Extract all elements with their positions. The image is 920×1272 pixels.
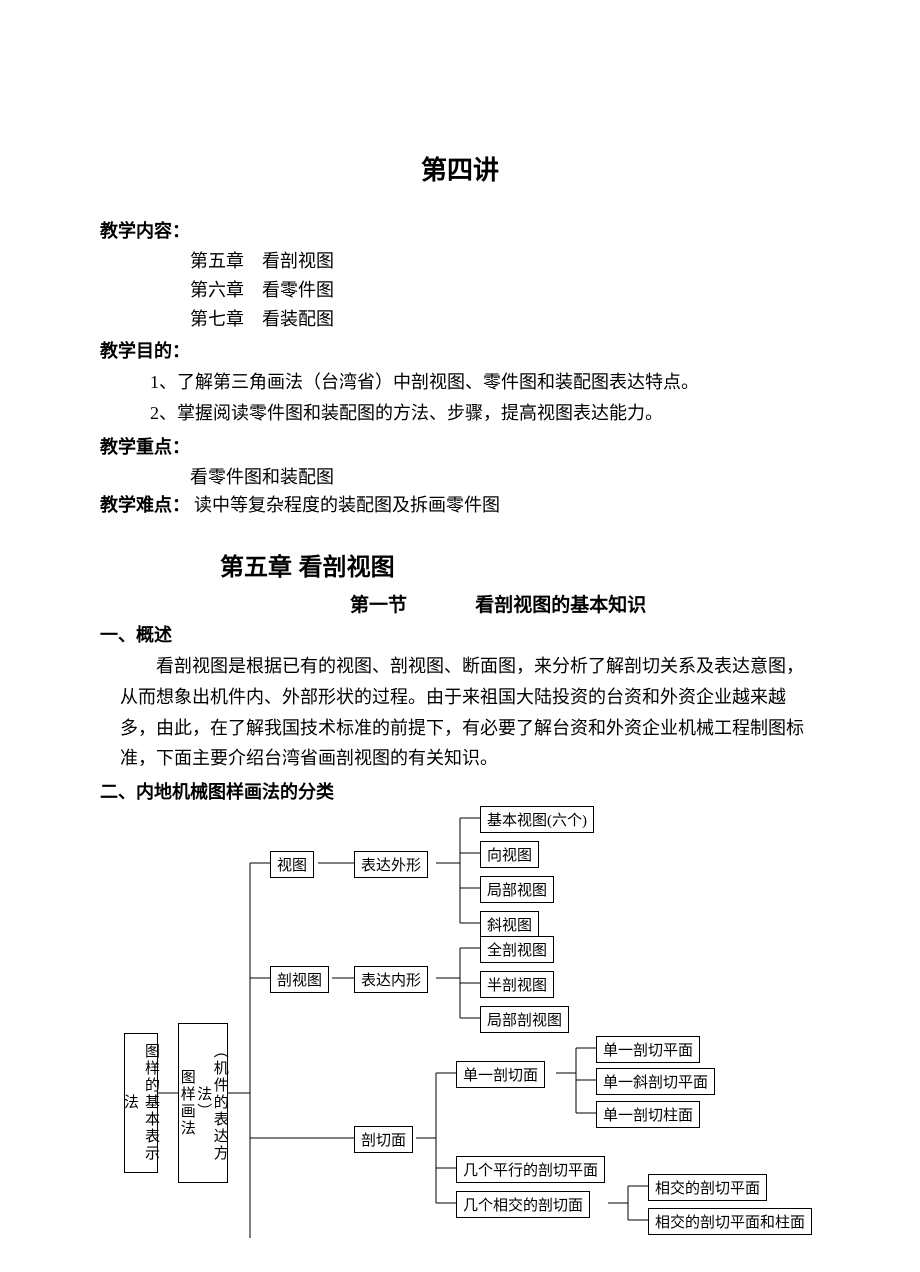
content-item: 第七章 看装配图 xyxy=(190,305,820,334)
paragraph: 看剖视图是根据已有的视图、剖视图、断面图，来分析了解剖切关系及表达意图，从而想象… xyxy=(120,651,820,773)
leaf-out: 向视图 xyxy=(480,841,539,868)
leaf-in: 局部剖视图 xyxy=(480,1006,569,1033)
node-parallel: 几个平行的剖切平面 xyxy=(456,1156,605,1183)
leaf-single: 单一剖切柱面 xyxy=(596,1101,700,1128)
heading-1: 一、概述 xyxy=(100,621,820,647)
node-intersect: 几个相交的剖切面 xyxy=(456,1191,590,1218)
classification-diagram: 图样的基本表示法 （机件的表达方法） 图样画法 视图 剖视图 表达外形 表达内形… xyxy=(120,808,840,1238)
node-root2-l1: （机件的表达方法） xyxy=(195,1043,228,1162)
node-root1: 图样的基本表示法 xyxy=(124,1033,158,1173)
chapter-title: 第五章 看剖视图 xyxy=(220,547,820,582)
node-shape-in: 表达内形 xyxy=(354,966,428,993)
section-num: 第一节 xyxy=(350,590,470,617)
content-item: 第六章 看零件图 xyxy=(190,276,820,305)
node-root2: （机件的表达方法） 图样画法 xyxy=(178,1023,228,1183)
heading-2: 二、内地机械图样画法的分类 xyxy=(100,778,820,804)
purpose-item: 2、掌握阅读零件图和装配图的方法、步骤，提高视图表达能力。 xyxy=(150,398,820,429)
lecture-title: 第四讲 xyxy=(100,150,820,187)
difficulty-label: 教学难点： xyxy=(100,495,190,515)
node-shape-out: 表达外形 xyxy=(354,851,428,878)
node-section: 剖视图 xyxy=(270,966,329,993)
leaf-out: 基本视图(六个) xyxy=(480,806,594,833)
purpose-label: 教学目的： xyxy=(100,337,820,363)
node-view: 视图 xyxy=(270,851,314,878)
leaf-intersect: 相交的剖切平面和柱面 xyxy=(648,1208,812,1235)
section-name: 看剖视图的基本知识 xyxy=(475,595,646,616)
focus-label: 教学重点： xyxy=(100,433,820,459)
purpose-item: 1、了解第三角画法（台湾省）中剖视图、零件图和装配图表达特点。 xyxy=(150,367,820,398)
node-cutface: 剖切面 xyxy=(354,1126,413,1153)
leaf-out: 斜视图 xyxy=(480,911,539,938)
difficulty-text: 读中等复杂程度的装配图及拆画零件图 xyxy=(194,495,500,515)
leaf-out: 局部视图 xyxy=(480,876,554,903)
content-label: 教学内容： xyxy=(100,217,820,243)
leaf-single: 单一斜剖切平面 xyxy=(596,1068,715,1095)
difficulty-row: 教学难点： 读中等复杂程度的装配图及拆画零件图 xyxy=(100,491,820,517)
section-heading: 第一节 看剖视图的基本知识 xyxy=(350,590,820,617)
leaf-intersect: 相交的剖切平面 xyxy=(648,1174,767,1201)
node-single-cut: 单一剖切面 xyxy=(456,1061,545,1088)
page: 第四讲 教学内容： 第五章 看剖视图 第六章 看零件图 第七章 看装配图 教学目… xyxy=(0,0,920,1272)
focus-text: 看零件图和装配图 xyxy=(190,463,820,492)
content-item: 第五章 看剖视图 xyxy=(190,247,820,276)
leaf-in: 半剖视图 xyxy=(480,971,554,998)
leaf-single: 单一剖切平面 xyxy=(596,1036,700,1063)
node-root2-l2: 图样画法 xyxy=(179,1069,195,1137)
leaf-in: 全剖视图 xyxy=(480,936,554,963)
